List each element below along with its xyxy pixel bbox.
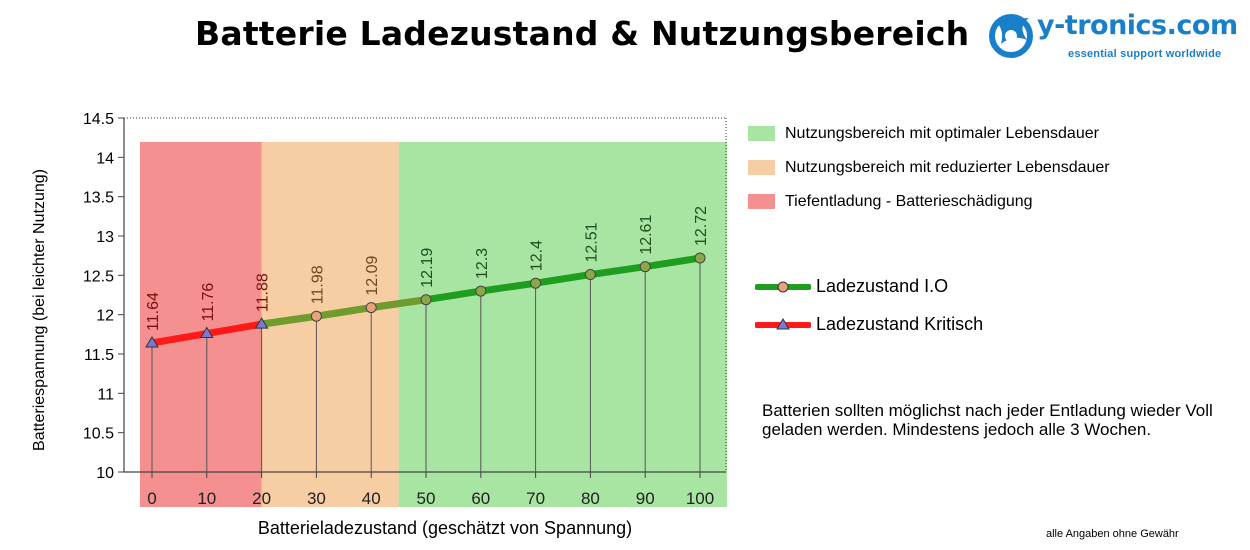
logo-wordmark: y-tronics.com (1037, 10, 1238, 41)
data-label: 12.61 (638, 215, 655, 255)
data-point-triangle (254, 317, 269, 329)
data-label: 11.64 (145, 292, 162, 331)
x-tick-label: 100 (686, 489, 714, 508)
data-label: 12.19 (419, 248, 436, 288)
legend-label-reduced: Nutzungsbereich mit reduzierter Lebensda… (785, 159, 1110, 176)
zone-band-1 (261, 142, 399, 507)
data-point-circle (584, 269, 596, 281)
legend-label-ok: Ladezustand I.O (816, 276, 949, 296)
y-tick-label: 10.5 (83, 426, 114, 443)
data-point-circle (639, 261, 651, 273)
x-tick-label: 40 (362, 489, 381, 508)
x-tick-label: 20 (252, 489, 271, 508)
charging-note: Batterien sollten möglichst nach jeder E… (762, 401, 1213, 439)
data-point-circle (365, 302, 377, 314)
y-tick-label: 11.5 (84, 347, 114, 364)
data-point-circle (475, 285, 487, 297)
legend-line-ok-icon (755, 281, 811, 293)
legend-line-critical-icon (755, 318, 811, 330)
x-tick-label: 10 (197, 489, 216, 508)
data-label: 12.51 (583, 222, 600, 262)
brand-logo[interactable]: y-tronics.com essential support worldwid… (985, 8, 1247, 68)
series-line-transition (258, 296, 430, 328)
x-tick-label: 70 (526, 489, 545, 508)
legend-label-critical: Ladezustand Kritisch (816, 314, 984, 334)
legend-swatch-deep-discharge (748, 194, 775, 209)
x-tick-label: 30 (307, 489, 326, 508)
x-tick-label: 60 (471, 489, 490, 508)
data-label: 12.4 (529, 240, 546, 271)
data-point-circle (310, 310, 322, 322)
data-point-triangle (199, 326, 214, 339)
y-tick-label: 12 (96, 308, 114, 325)
legend-swatch-reduced (748, 160, 775, 175)
data-label: 12.3 (474, 248, 491, 279)
data-point-circle (530, 277, 542, 289)
data-point-circle (420, 294, 432, 306)
y-tick-label: 14.5 (83, 111, 114, 128)
y-tick-label: 13.5 (83, 190, 114, 207)
y-axis-label: Batteriespannung (bei leichter Nutzung) (31, 169, 48, 451)
disclaimer: alle Angaben ohne Gewähr (1046, 528, 1179, 540)
data-label: 11.76 (200, 283, 217, 322)
zone-band-0 (398, 142, 727, 507)
data-label: 11.98 (309, 265, 326, 304)
y-tronics-wave-logo-icon (989, 14, 1033, 58)
chart-title: Batterie Ladezustand & Nutzungsbereich (195, 14, 970, 53)
x-tick-label: 0 (147, 489, 156, 508)
y-tick-label: 11 (97, 386, 114, 403)
x-tick-label: 50 (417, 489, 436, 508)
legend-label-deep-discharge: Tiefentladung - Batterieschädigung (785, 193, 1033, 210)
x-tick-label: 90 (636, 489, 655, 508)
data-label: 12.72 (693, 206, 710, 246)
y-tick-label: 14 (96, 150, 114, 167)
y-tick-label: 10 (96, 465, 114, 482)
data-point-triangle (145, 336, 159, 348)
legend-label-optimal: Nutzungsbereich mit optimaler Lebensdaue… (785, 125, 1099, 142)
y-tick-label: 12.5 (83, 268, 114, 285)
y-tick-label: 13 (96, 229, 114, 246)
x-tick-label: 80 (581, 489, 600, 508)
data-label: 11.88 (255, 273, 272, 312)
data-point-circle (694, 252, 706, 264)
x-axis-label: Batterieladezustand (geschätzt von Spann… (258, 518, 632, 538)
data-label: 12.09 (364, 255, 381, 295)
logo-tagline: essential support worldwide (1068, 48, 1222, 60)
legend-swatch-optimal (748, 126, 775, 141)
